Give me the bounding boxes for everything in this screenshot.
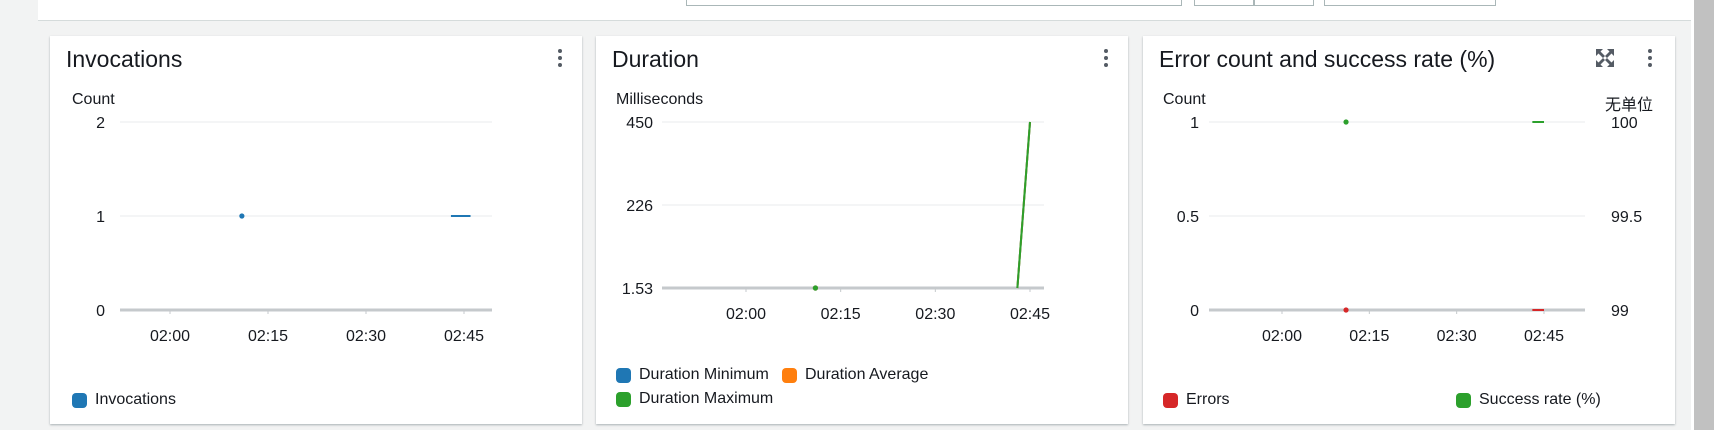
expand-icon[interactable] xyxy=(1593,46,1617,70)
x-tick-label: 02:45 xyxy=(444,328,484,345)
legend-swatch xyxy=(72,392,87,408)
widget-title: Duration xyxy=(612,46,699,72)
y-right-tick-label: 99 xyxy=(1611,303,1629,320)
legend-label: Invocations xyxy=(95,391,176,408)
data-point xyxy=(812,285,819,291)
top-toolbar xyxy=(38,0,1691,21)
y-tick-label: 450 xyxy=(626,115,653,132)
duration-widget: Duration Milliseconds 1.53 226 450 02:00 02:… xyxy=(596,36,1128,424)
data-point xyxy=(1343,119,1349,125)
y-tick-label: 0 xyxy=(96,303,105,320)
x-tick-label: 02:30 xyxy=(346,328,386,345)
legend-label: Success rate (%) xyxy=(1479,391,1601,408)
x-tick-label: 02:30 xyxy=(915,306,955,323)
scrollbar-thumb[interactable] xyxy=(1694,0,1714,430)
x-tick-label: 02:15 xyxy=(248,328,288,345)
legend-item-success-rate[interactable]: Success rate (%) xyxy=(1456,391,1601,409)
legend-swatch xyxy=(782,367,797,383)
legend-label: Duration Minimum xyxy=(639,366,769,383)
y-axis-unit: Milliseconds xyxy=(616,91,704,108)
x-tick-label: 02:15 xyxy=(821,306,861,323)
x-tick-label: 02:00 xyxy=(150,328,190,345)
legend-item-duration-minimum[interactable]: Duration Minimum xyxy=(616,366,769,384)
more-actions-icon[interactable] xyxy=(1096,46,1116,70)
legend-label: Errors xyxy=(1186,391,1230,408)
y-tick-label: 1.53 xyxy=(622,281,653,298)
legend-swatch xyxy=(1163,392,1178,408)
y-right-tick-label: 100 xyxy=(1611,115,1638,132)
more-actions-icon[interactable] xyxy=(1640,46,1660,70)
invocations-widget: Invocations Count 0 1 2 02:00 02:15 02:30 02:4… xyxy=(50,36,582,424)
widget-title: Error count and success rate (%) xyxy=(1159,46,1496,72)
legend-label: Duration Maximum xyxy=(639,390,774,407)
toolbar-button-left[interactable] xyxy=(1194,0,1254,6)
y-tick-label: 1 xyxy=(1190,115,1199,132)
data-point xyxy=(239,213,245,219)
legend-item-duration-maximum[interactable]: Duration Maximum xyxy=(616,390,773,408)
duration-chart: 1.53 226 450 02:00 02:15 02:30 02:45 xyxy=(622,115,1050,323)
legend-item-duration-average[interactable]: Duration Average xyxy=(782,366,928,384)
x-tick-label: 02:00 xyxy=(1262,328,1302,345)
y-tick-label: 0.5 xyxy=(1177,209,1199,226)
toolbar-search-input[interactable] xyxy=(686,0,1182,6)
y-tick-label: 226 xyxy=(626,198,653,215)
x-tick-label: 02:00 xyxy=(726,306,766,323)
y-right-tick-label: 99.5 xyxy=(1611,209,1642,226)
more-actions-icon[interactable] xyxy=(550,46,570,70)
series-line xyxy=(1016,121,1031,289)
data-point xyxy=(1343,307,1349,313)
y-tick-label: 2 xyxy=(96,115,105,132)
error-success-widget: Error count and success rate (%) Count 无… xyxy=(1143,36,1675,424)
widget-title: Invocations xyxy=(66,46,183,72)
x-tick-label: 02:45 xyxy=(1524,328,1564,345)
y-tick-label: 1 xyxy=(96,209,105,226)
x-tick-label: 02:15 xyxy=(1349,328,1389,345)
legend-swatch xyxy=(616,367,631,383)
toolbar-dropdown[interactable] xyxy=(1324,0,1496,6)
toolbar-button-right[interactable] xyxy=(1254,0,1314,6)
y-axis-unit: Count xyxy=(1163,91,1206,108)
x-tick-label: 02:30 xyxy=(1437,328,1477,345)
legend-swatch xyxy=(1456,392,1471,408)
y-tick-label: 0 xyxy=(1190,303,1199,320)
legend-item-errors[interactable]: Errors xyxy=(1163,391,1230,409)
x-tick-label: 02:45 xyxy=(1010,306,1050,323)
legend-swatch xyxy=(616,391,631,407)
y-axis-unit: Count xyxy=(72,91,115,108)
error-success-chart: 0 0.5 1 99 99.5 100 02:00 02:15 02:30 02:45 xyxy=(1177,115,1642,345)
legend-label: Duration Average xyxy=(805,366,929,383)
invocations-chart: 0 1 2 02:00 02:15 02:30 02:45 xyxy=(96,115,492,345)
legend-item-invocations[interactable]: Invocations xyxy=(72,391,176,409)
y-axis-unit-right: 无单位 xyxy=(1605,97,1654,114)
